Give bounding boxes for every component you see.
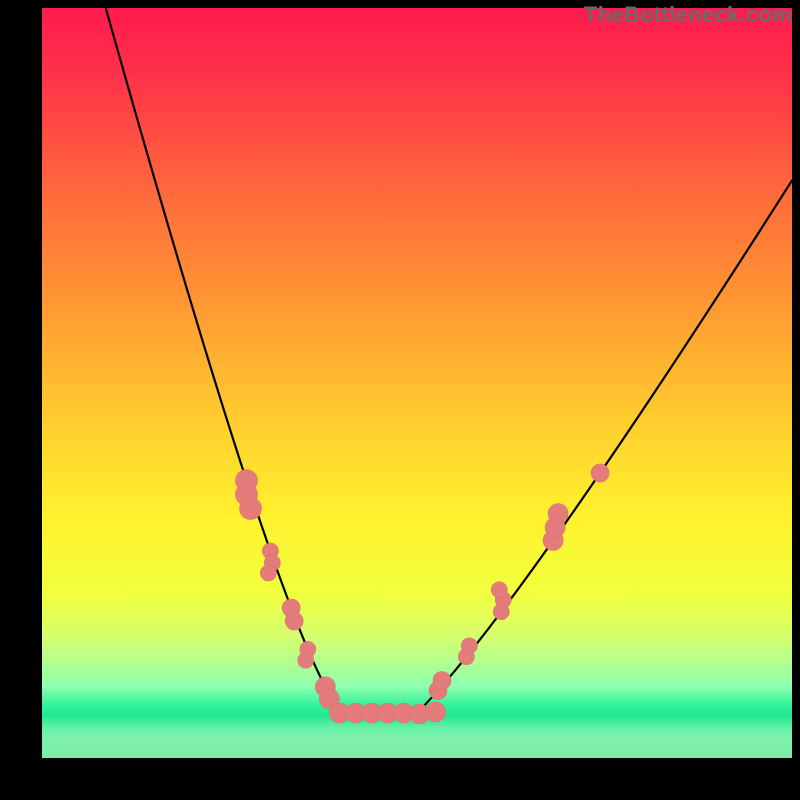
marker-dot (433, 672, 451, 690)
marker-dot (285, 612, 303, 630)
chart-svg (0, 0, 800, 800)
plot-area (42, 8, 792, 758)
marker-dot (240, 498, 262, 520)
marker-dot (548, 504, 568, 524)
marker-dot (298, 652, 314, 668)
marker-dot (260, 565, 276, 581)
chart-container: TheBottleneck.com (0, 0, 800, 800)
marker-dot (491, 582, 507, 598)
watermark-text: TheBottleneck.com (584, 2, 792, 28)
marker-dot (461, 638, 477, 654)
marker-dot (591, 464, 609, 482)
marker-dot (426, 702, 446, 722)
